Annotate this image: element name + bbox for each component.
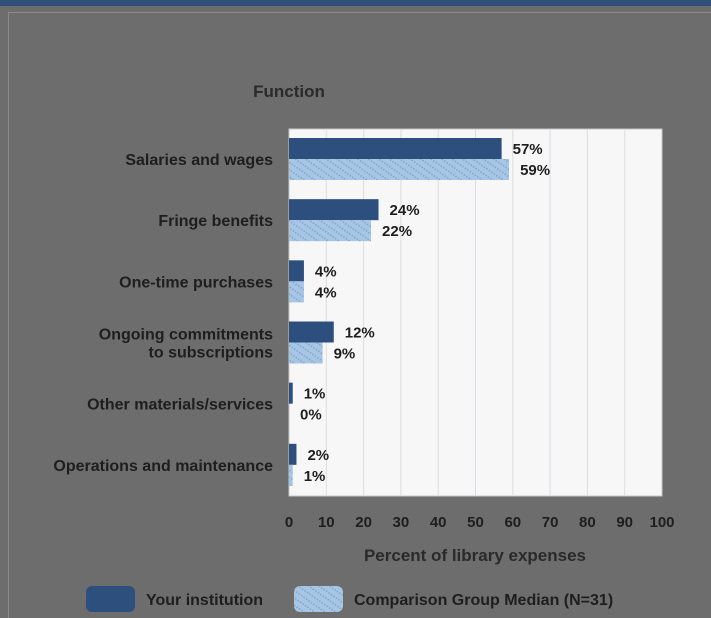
bar-your-institution <box>289 260 304 282</box>
x-tick-label: 40 <box>430 514 447 531</box>
x-tick-labels: 0 10 20 30 40 50 60 70 80 90 100 <box>285 514 675 531</box>
x-tick-label: 50 <box>467 514 484 531</box>
bar-your-institution <box>289 321 334 343</box>
x-axis-title: Percent of library expenses <box>364 546 586 565</box>
x-tick-label: 0 <box>285 514 293 531</box>
data-label: 0% <box>300 407 322 424</box>
category-label: Salaries and wages <box>125 152 273 169</box>
legend-swatch-comparison-median <box>294 586 343 612</box>
bar-comparison-median <box>289 220 372 242</box>
legend-label-your-institution: Your institution <box>146 592 263 609</box>
data-label: 22% <box>382 223 412 240</box>
bar-your-institution <box>289 382 293 404</box>
legend-label-comparison-median: Comparison Group Median (N=31) <box>354 592 613 609</box>
x-tick-label: 60 <box>504 514 521 531</box>
category-header: Function <box>253 82 325 101</box>
data-label: 24% <box>390 202 420 219</box>
category-label: Ongoing commitments to subscriptions <box>99 327 273 362</box>
bar-your-institution <box>289 443 297 465</box>
data-label: 2% <box>307 447 329 464</box>
data-label: 57% <box>513 141 543 158</box>
data-label: 4% <box>315 284 337 301</box>
data-label: 4% <box>315 263 337 280</box>
data-label: 1% <box>304 468 326 485</box>
bar-your-institution <box>289 138 502 159</box>
category-label: Fringe benefits <box>158 213 273 230</box>
x-tick-label: 20 <box>355 514 372 531</box>
bar-comparison-median <box>289 281 304 303</box>
chart-panel <box>8 12 711 618</box>
x-tick-label: 100 <box>649 514 674 531</box>
data-label: 59% <box>520 162 550 179</box>
data-label: 12% <box>345 325 375 342</box>
legend: Your institution Comparison Group Median… <box>86 586 613 612</box>
data-label: 1% <box>304 386 326 403</box>
category-label: Other materials/services <box>87 397 273 414</box>
bars: 57% 59% 24% 22% 4% 4% 12% 9% 1% 0% 2% 1% <box>289 138 550 486</box>
legend-swatch-your-institution <box>86 586 135 612</box>
data-label: 9% <box>334 346 356 363</box>
x-tick-label: 30 <box>393 514 410 531</box>
bar-comparison-median <box>289 342 323 364</box>
bar-comparison-median <box>289 464 293 486</box>
top-strip <box>0 0 711 6</box>
category-label: Operations and maintenance <box>53 458 273 475</box>
category-labels: Salaries and wages Fringe benefits One-tim… <box>53 152 273 475</box>
x-tick-label: 10 <box>318 514 335 531</box>
category-label: One-time purchases <box>119 274 273 291</box>
gridlines <box>325 129 626 496</box>
x-tick-label: 70 <box>542 514 559 531</box>
bar-your-institution <box>289 199 379 221</box>
x-tick-label: 90 <box>616 514 633 531</box>
bar-comparison-median <box>289 159 510 180</box>
x-tick-label: 80 <box>579 514 596 531</box>
